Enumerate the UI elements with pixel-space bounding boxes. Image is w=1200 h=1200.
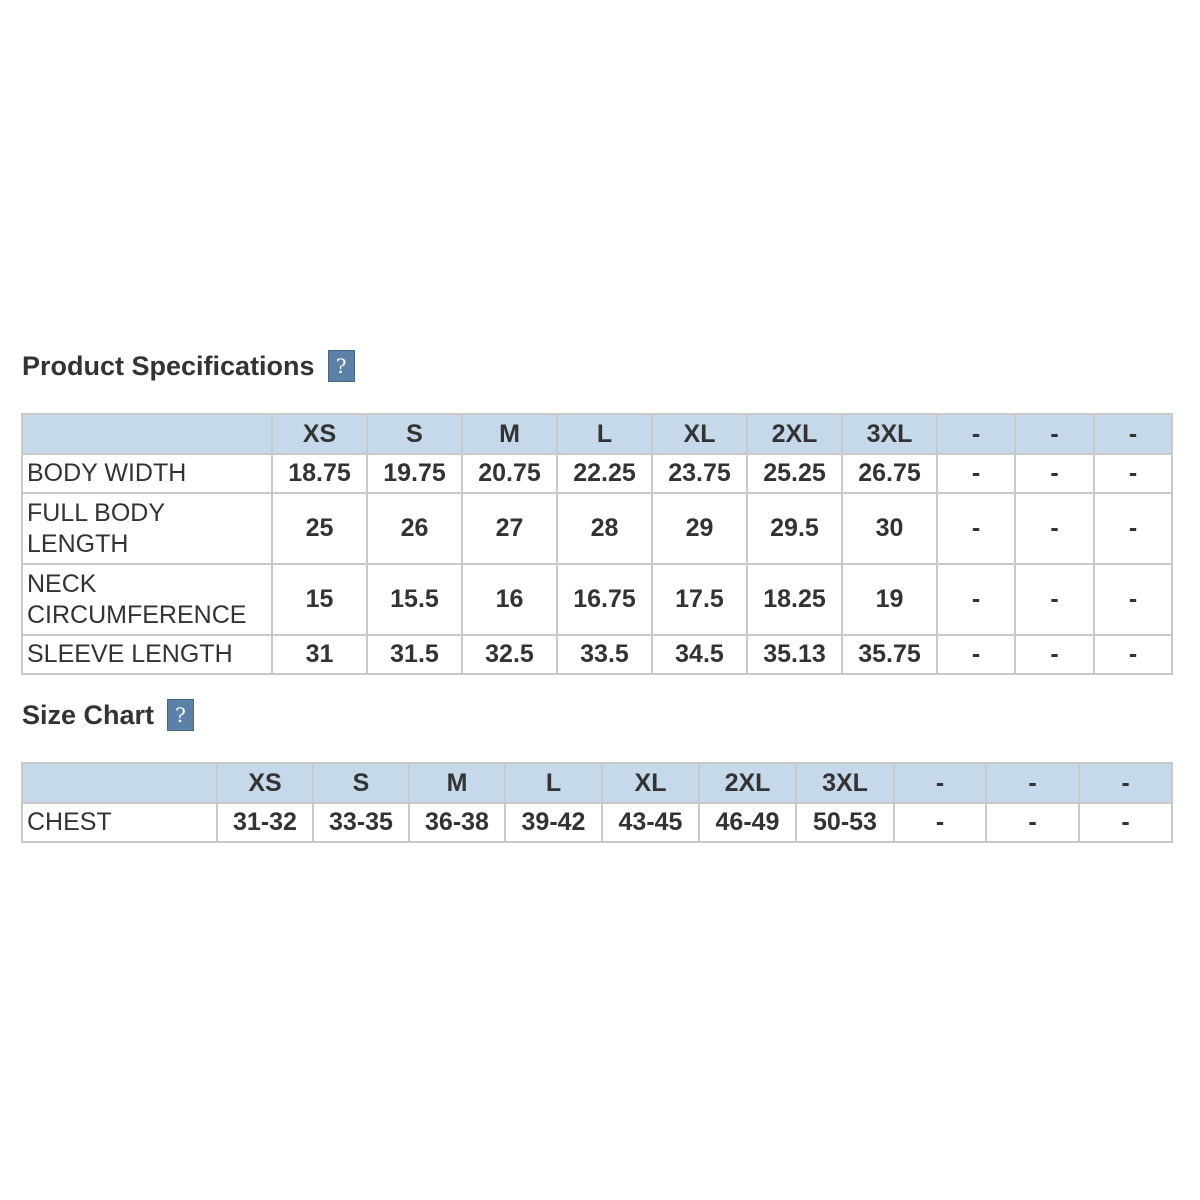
table-cell: - (936, 492, 1016, 565)
table-cell: - (1093, 634, 1173, 675)
help-icon[interactable]: ? (327, 350, 355, 382)
header-cell: S (366, 413, 463, 455)
table-cell: 16.75 (556, 563, 653, 636)
table-cell: - (936, 634, 1016, 675)
header-cell: - (936, 413, 1016, 455)
table-cell: 15 (271, 563, 368, 636)
table-cell: 26.75 (841, 453, 938, 494)
row-label: CHEST (21, 802, 218, 843)
header-cell: XS (271, 413, 368, 455)
header-cell: L (504, 762, 603, 804)
table-cell: 43-45 (601, 802, 700, 843)
header-cell: XL (651, 413, 748, 455)
table-cell: 34.5 (651, 634, 748, 675)
table-cell: 18.25 (746, 563, 843, 636)
size-chart-table: XS S M L XL 2XL 3XL - - - CHEST 31-32 33… (21, 762, 1173, 843)
table-cell: 26 (366, 492, 463, 565)
header-cell: XS (216, 762, 314, 804)
table-cell: - (985, 802, 1080, 843)
table-cell: - (936, 563, 1016, 636)
header-cell: 2XL (746, 413, 843, 455)
table-cell: - (1014, 634, 1095, 675)
header-cell: M (408, 762, 506, 804)
table-cell: 19.75 (366, 453, 463, 494)
size-chart-title-text: Size Chart (22, 699, 155, 730)
header-cell: - (893, 762, 987, 804)
table-row: FULL BODY LENGTH 25 26 27 28 29 29.5 30 … (21, 492, 1173, 565)
table-cell: 18.75 (271, 453, 368, 494)
table-cell: 35.75 (841, 634, 938, 675)
table-cell: 32.5 (461, 634, 558, 675)
table-cell: 27 (461, 492, 558, 565)
table-cell: 15.5 (366, 563, 463, 636)
table-cell: - (1014, 563, 1095, 636)
header-cell: - (1093, 413, 1173, 455)
table-cell: 17.5 (651, 563, 748, 636)
table-cell: 20.75 (461, 453, 558, 494)
header-cell: - (1078, 762, 1173, 804)
table-cell: 46-49 (698, 802, 797, 843)
table-cell: - (1078, 802, 1173, 843)
header-cell: 3XL (795, 762, 895, 804)
table-cell: 25 (271, 492, 368, 565)
table-cell: 19 (841, 563, 938, 636)
product-specifications-title: Product Specifications ? (22, 350, 355, 382)
table-cell: 23.75 (651, 453, 748, 494)
table-cell: - (1014, 492, 1095, 565)
table-cell: 28 (556, 492, 653, 565)
table-cell: - (1093, 492, 1173, 565)
table-cell: 16 (461, 563, 558, 636)
table-cell: 50-53 (795, 802, 895, 843)
table-header-row: XS S M L XL 2XL 3XL - - - (21, 762, 1173, 804)
table-cell: - (936, 453, 1016, 494)
table-row: NECK CIRCUMFERENCE 15 15.5 16 16.75 17.5… (21, 563, 1173, 636)
table-cell: - (893, 802, 987, 843)
table-cell: 29 (651, 492, 748, 565)
header-cell: S (312, 762, 410, 804)
row-label: FULL BODY LENGTH (21, 492, 273, 565)
header-cell: 2XL (698, 762, 797, 804)
row-label: SLEEVE LENGTH (21, 634, 273, 675)
table-cell: 36-38 (408, 802, 506, 843)
header-cell: M (461, 413, 558, 455)
header-cell: - (1014, 413, 1095, 455)
table-cell: 31 (271, 634, 368, 675)
header-cell: 3XL (841, 413, 938, 455)
table-cell: 22.25 (556, 453, 653, 494)
table-cell: 31-32 (216, 802, 314, 843)
table-cell: - (1093, 563, 1173, 636)
table-cell: 33.5 (556, 634, 653, 675)
size-chart-title: Size Chart ? (22, 699, 195, 731)
table-header-row: XS S M L XL 2XL 3XL - - - (21, 413, 1173, 455)
header-cell (21, 413, 273, 455)
table-cell: 35.13 (746, 634, 843, 675)
help-icon[interactable]: ? (167, 699, 195, 731)
header-cell (21, 762, 218, 804)
header-cell: L (556, 413, 653, 455)
product-specifications-title-text: Product Specifications (22, 350, 315, 381)
table-cell: 25.25 (746, 453, 843, 494)
row-label: BODY WIDTH (21, 453, 273, 494)
header-cell: XL (601, 762, 700, 804)
row-label: NECK CIRCUMFERENCE (21, 563, 273, 636)
table-cell: 33-35 (312, 802, 410, 843)
header-cell: - (985, 762, 1080, 804)
table-cell: - (1014, 453, 1095, 494)
table-row: CHEST 31-32 33-35 36-38 39-42 43-45 46-4… (21, 802, 1173, 843)
table-cell: 39-42 (504, 802, 603, 843)
table-cell: 30 (841, 492, 938, 565)
table-cell: 31.5 (366, 634, 463, 675)
table-row: SLEEVE LENGTH 31 31.5 32.5 33.5 34.5 35.… (21, 634, 1173, 675)
table-row: BODY WIDTH 18.75 19.75 20.75 22.25 23.75… (21, 453, 1173, 494)
table-cell: 29.5 (746, 492, 843, 565)
table-cell: - (1093, 453, 1173, 494)
product-specifications-table: XS S M L XL 2XL 3XL - - - BODY WIDTH 18.… (21, 413, 1173, 675)
